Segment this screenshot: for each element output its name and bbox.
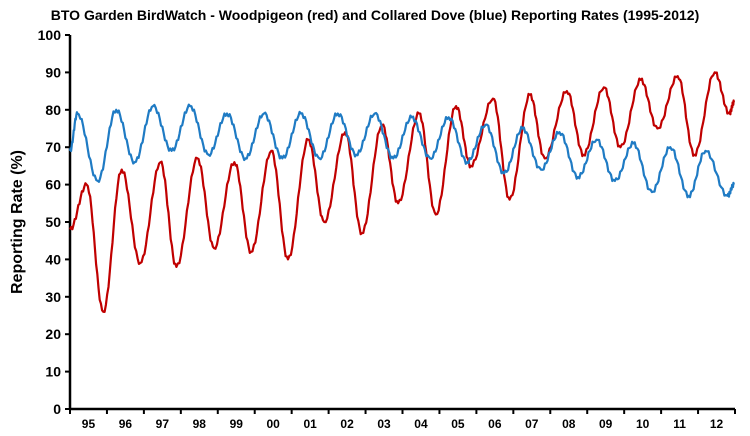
x-tick-label: 99 <box>230 417 244 431</box>
y-tick-label: 70 <box>45 139 61 155</box>
x-tick-label: 03 <box>377 417 391 431</box>
y-tick-label: 100 <box>38 27 62 43</box>
y-tick-label: 50 <box>45 214 61 230</box>
x-tick-label: 06 <box>488 417 502 431</box>
x-tick-label: 07 <box>525 417 539 431</box>
x-tick-label: 02 <box>340 417 354 431</box>
x-tick-label: 08 <box>562 417 576 431</box>
series-line-woodpigeon <box>69 71 735 313</box>
y-tick-label: 10 <box>45 364 61 380</box>
y-tick-label: 80 <box>45 102 61 118</box>
x-tick-label: 05 <box>451 417 465 431</box>
y-tick-label: 20 <box>45 326 61 342</box>
x-tick-label: 00 <box>267 417 281 431</box>
y-axis-label: Reporting Rate (%) <box>9 150 26 294</box>
x-tick-label: 95 <box>82 417 96 431</box>
x-tick-label: 01 <box>303 417 317 431</box>
y-tick-label: 0 <box>53 401 61 417</box>
y-tick-label: 90 <box>45 64 61 80</box>
series-line-collared-dove <box>68 103 735 199</box>
x-tick-label: 97 <box>156 417 170 431</box>
chart-title: BTO Garden BirdWatch - Woodpigeon (red) … <box>51 7 700 23</box>
y-tick-label: 30 <box>45 289 61 305</box>
x-tick-label: 10 <box>636 417 650 431</box>
x-tick-label: 98 <box>193 417 207 431</box>
x-tick-label: 09 <box>599 417 613 431</box>
x-tick-label: 96 <box>119 417 133 431</box>
x-tick-label: 12 <box>710 417 724 431</box>
y-tick-label: 60 <box>45 177 61 193</box>
x-tick-label: 11 <box>673 417 686 431</box>
y-tick-label: 40 <box>45 251 61 267</box>
x-tick-label: 04 <box>414 417 428 431</box>
